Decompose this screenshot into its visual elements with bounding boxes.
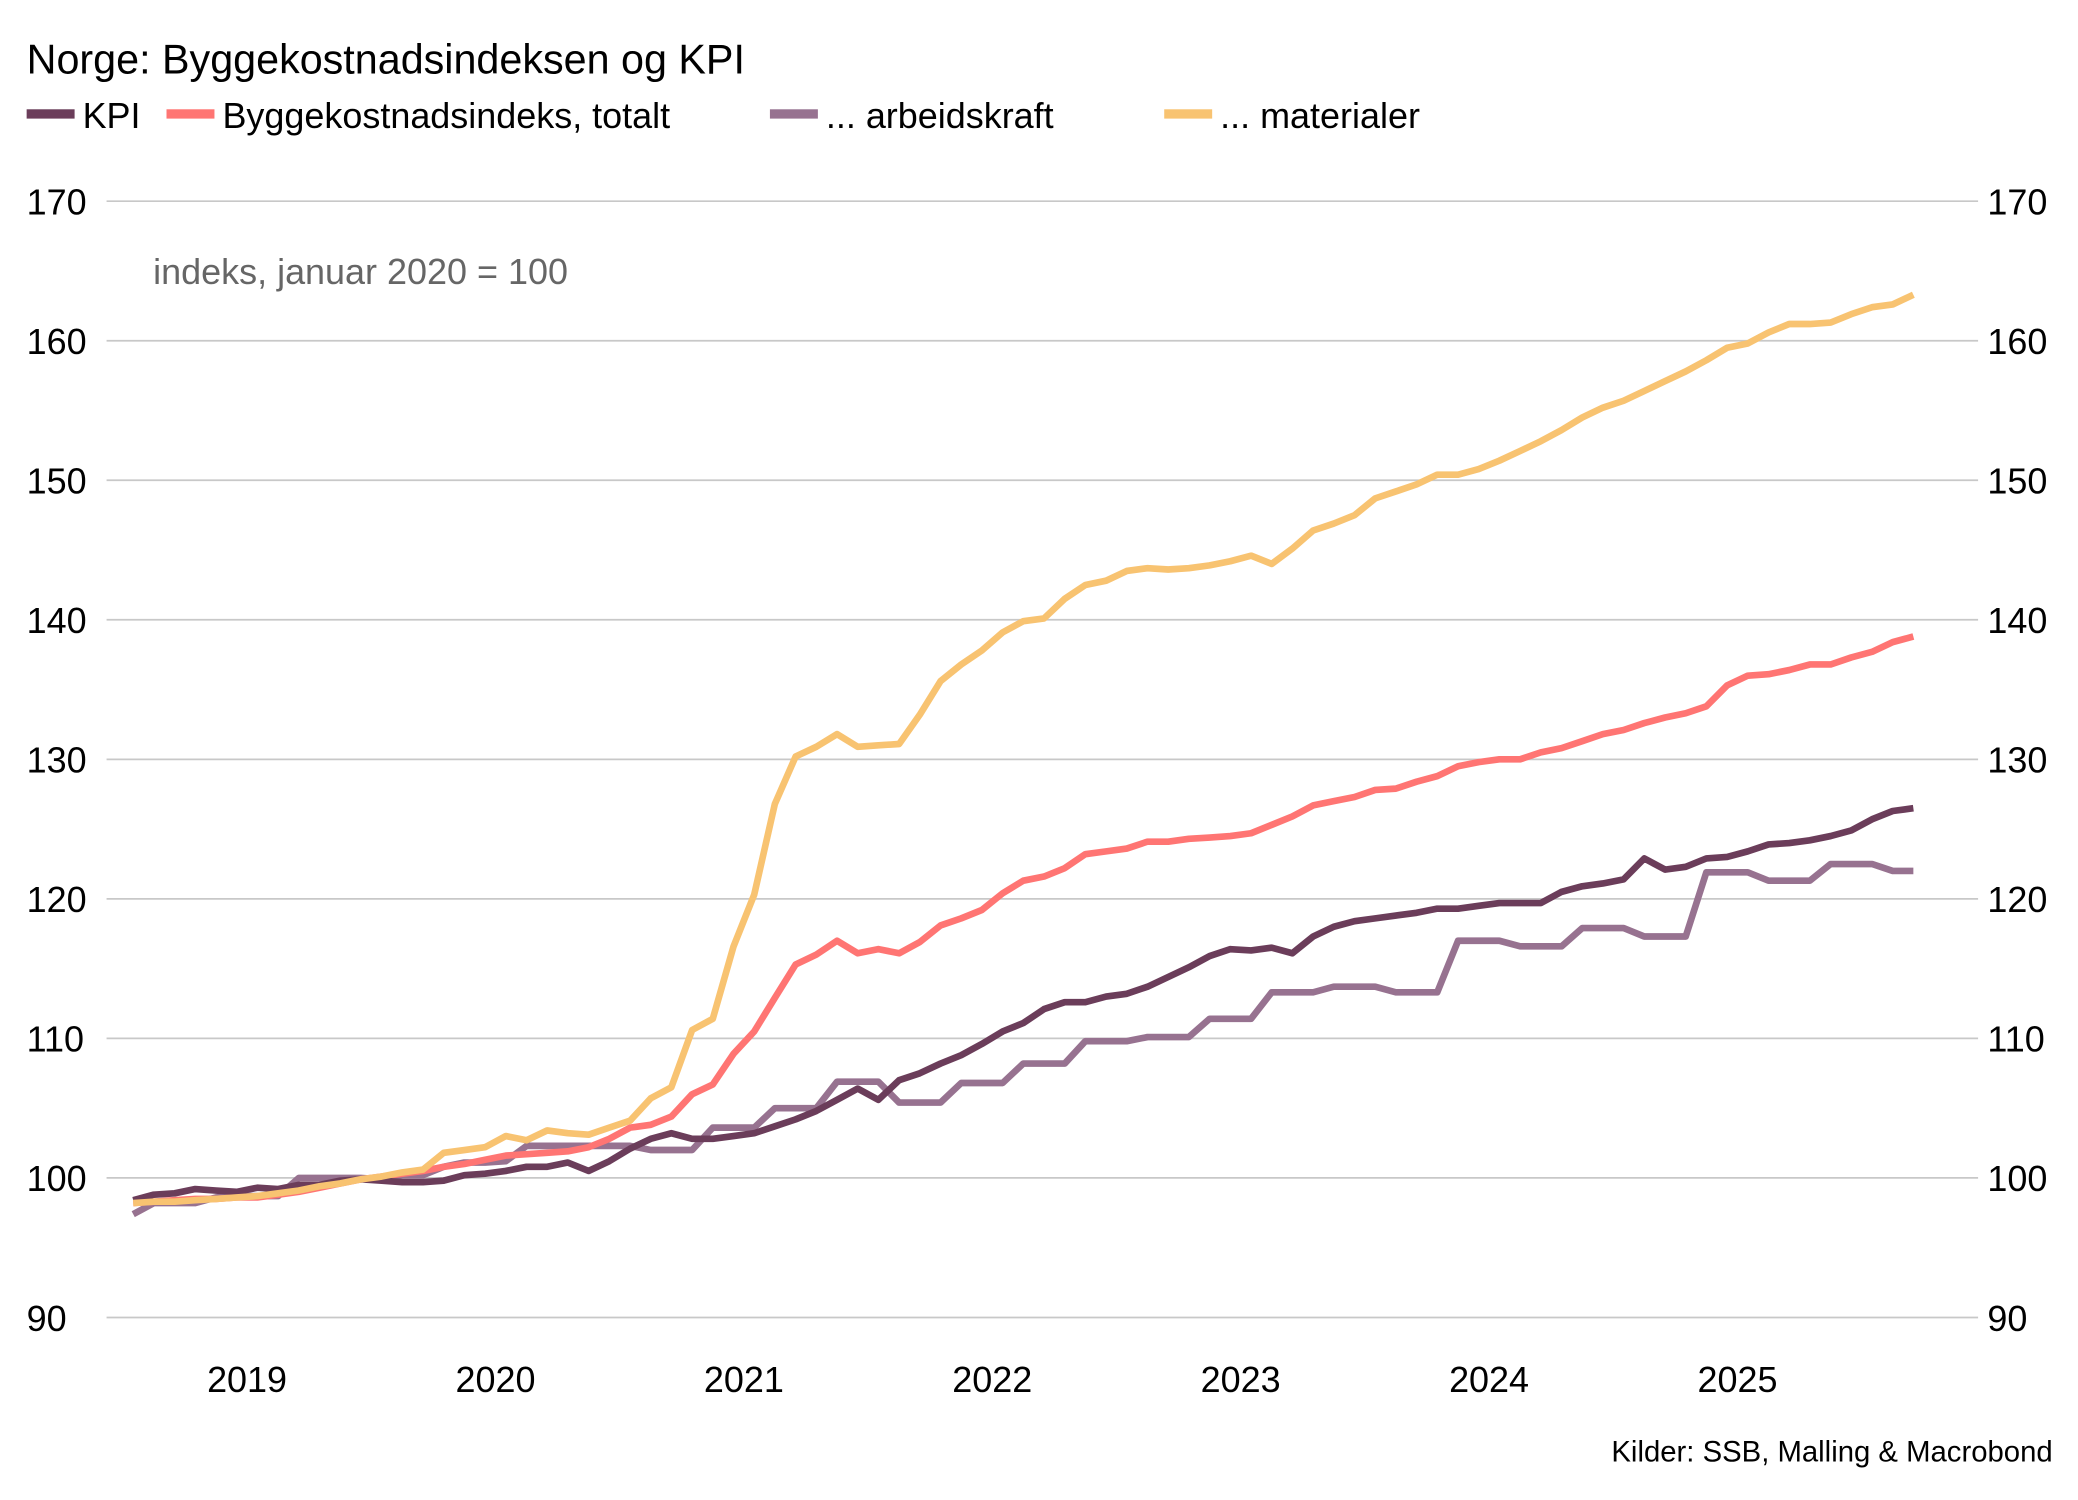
x-tick-label: 2019 — [207, 1359, 287, 1400]
legend-label: KPI — [83, 95, 141, 136]
index-annotation: indeks, januar 2020 = 100 — [153, 251, 568, 292]
y-axis-left: 90 100 110 120 130 140 150 160 170 — [27, 182, 87, 1339]
legend-item: Byggekostnadsindeks, totalt — [166, 95, 670, 136]
y-tick-label-left: 140 — [27, 600, 87, 641]
legend-item: KPI — [26, 95, 141, 136]
y-tick-label-left: 150 — [27, 461, 87, 502]
chart-title: Norge: Byggekostnadsindeksen og KPI — [27, 36, 745, 82]
series-line-3 — [132, 291, 1915, 1207]
y-tick-label-right: 130 — [1987, 740, 2047, 781]
y-tick-label-left: 160 — [27, 321, 87, 362]
x-tick-label: 2022 — [952, 1359, 1032, 1400]
y-tick-label-right: 100 — [1987, 1158, 2047, 1199]
x-tick-label: 2025 — [1697, 1359, 1777, 1400]
y-tick-label-right: 150 — [1987, 461, 2047, 502]
y-axis-right: 90 100 110 120 130 140 150 160 170 — [1987, 182, 2047, 1339]
legend-label: Byggekostnadsindeks, totalt — [222, 95, 670, 136]
legend-swatch — [166, 109, 215, 119]
y-tick-label-left: 130 — [27, 740, 87, 781]
legend-item: ... materialer — [1164, 95, 1420, 136]
x-tick-label: 2021 — [704, 1359, 784, 1400]
source-note: Kilder: SSB, Malling & Macrobond — [1611, 1435, 2052, 1468]
y-tick-label-right: 140 — [1987, 600, 2047, 641]
x-tick-label: 2020 — [455, 1359, 535, 1400]
legend-label: ... arbeidskraft — [826, 95, 1054, 136]
legend-swatch — [769, 109, 818, 119]
x-tick-label: 2023 — [1201, 1359, 1281, 1400]
y-tick-label-left: 170 — [27, 182, 87, 223]
y-tick-label-right: 90 — [1987, 1298, 2027, 1339]
series-line-0 — [132, 804, 1914, 1204]
legend-label: ... materialer — [1220, 95, 1420, 136]
y-tick-label-right: 110 — [1987, 1019, 2044, 1060]
series-line-1 — [132, 633, 1915, 1207]
y-tick-label-right: 160 — [1987, 321, 2047, 362]
y-tick-label-left: 110 — [27, 1019, 84, 1060]
legend-swatch — [26, 109, 75, 119]
legend-item: ... arbeidskraft — [769, 95, 1054, 136]
x-axis: 2019 2020 2021 2022 2023 2024 2025 — [207, 1359, 1777, 1400]
y-tick-label-left: 90 — [27, 1298, 67, 1339]
y-tick-label-left: 120 — [27, 879, 87, 920]
legend: KPI Byggekostnadsindeks, totalt ... arbeid… — [26, 95, 1420, 136]
y-tick-label-right: 170 — [1987, 182, 2047, 223]
x-tick-label: 2024 — [1449, 1359, 1529, 1400]
y-tick-label-right: 120 — [1987, 879, 2047, 920]
legend-swatch — [1164, 109, 1213, 119]
y-tick-label-left: 100 — [27, 1158, 87, 1199]
series-lines — [131, 291, 1915, 1218]
